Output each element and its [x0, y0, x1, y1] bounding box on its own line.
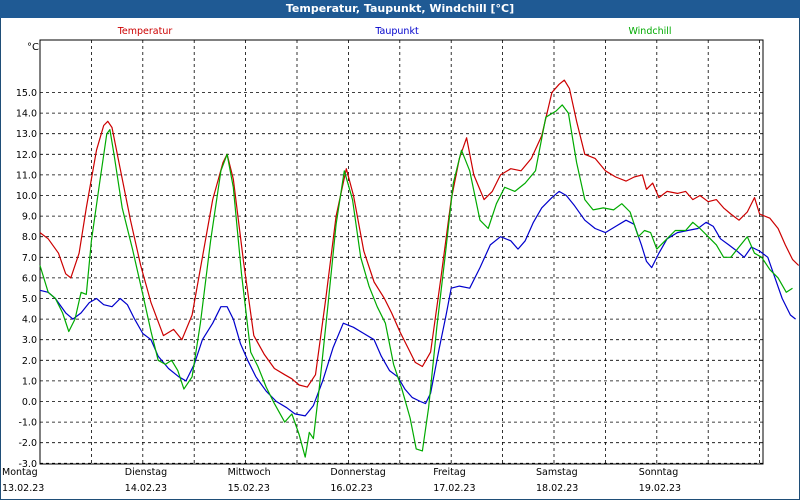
- y-tick-label: 6.0: [22, 273, 37, 284]
- series-line-taupunkt: [39, 190, 796, 417]
- chart-title: Temperatur, Taupunkt, Windchill [°C]: [0, 0, 800, 18]
- y-tick-label: -2.0: [18, 438, 37, 449]
- y-tick-label: 14.0: [16, 109, 37, 120]
- plot-area-border: [39, 39, 764, 465]
- y-tick-label: 13.0: [16, 129, 37, 140]
- x-tick-date-label: 16.02.23: [330, 483, 372, 494]
- x-tick-date-label: 17.02.23: [433, 483, 475, 494]
- x-tick-day-label: Montag: [2, 467, 38, 478]
- y-tick-label: 2.0: [22, 356, 37, 367]
- x-tick-day-label: Mittwoch: [228, 467, 271, 478]
- x-tick-date-label: 18.02.23: [536, 483, 578, 494]
- y-tick-label: -1.0: [18, 418, 37, 429]
- x-tick-day-label: Freitag: [433, 467, 466, 478]
- y-tick-label: 8.0: [22, 232, 37, 243]
- x-tick-day-label: Donnerstag: [330, 467, 385, 478]
- x-tick-day-label: Sonntag: [639, 467, 678, 478]
- y-tick-label: 1.0: [22, 376, 37, 387]
- legend-entry-taupunkt: Taupunkt: [374, 26, 419, 37]
- y-tick-label: -3.0: [18, 459, 37, 470]
- y-tick-label: 15.0: [16, 88, 37, 99]
- x-tick-date-label: 14.02.23: [125, 483, 167, 494]
- y-tick-label: 12.0: [16, 150, 37, 161]
- y-tick-label: 5.0: [22, 294, 37, 305]
- series-line-temperatur: [39, 79, 800, 388]
- x-tick-day-label: Samstag: [536, 467, 578, 478]
- y-tick-label: 3.0: [22, 335, 37, 346]
- y-axis-unit-label: °C: [27, 42, 39, 53]
- legend-entry-temperatur: Temperatur: [117, 26, 173, 37]
- y-tick-label: 10.0: [16, 191, 37, 202]
- y-tick-label: 11.0: [16, 170, 37, 181]
- y-tick-label: 9.0: [22, 212, 37, 223]
- x-tick-date-label: 13.02.23: [2, 483, 44, 494]
- legend-entry-windchill: Windchill: [628, 26, 671, 37]
- chart-svg: °C Temperatur Taupunkt Windchill -3.0 -2.0 -…: [2, 26, 800, 494]
- series-line-windchill: [39, 104, 793, 458]
- y-tick-label: 0.0: [22, 397, 37, 408]
- y-tick-label: 4.0: [22, 315, 37, 326]
- x-tick-day-label: Dienstag: [125, 467, 167, 478]
- y-tick-label: 7.0: [22, 253, 37, 264]
- x-tick-date-label: 19.02.23: [639, 483, 681, 494]
- x-tick-date-label: 15.02.23: [228, 483, 270, 494]
